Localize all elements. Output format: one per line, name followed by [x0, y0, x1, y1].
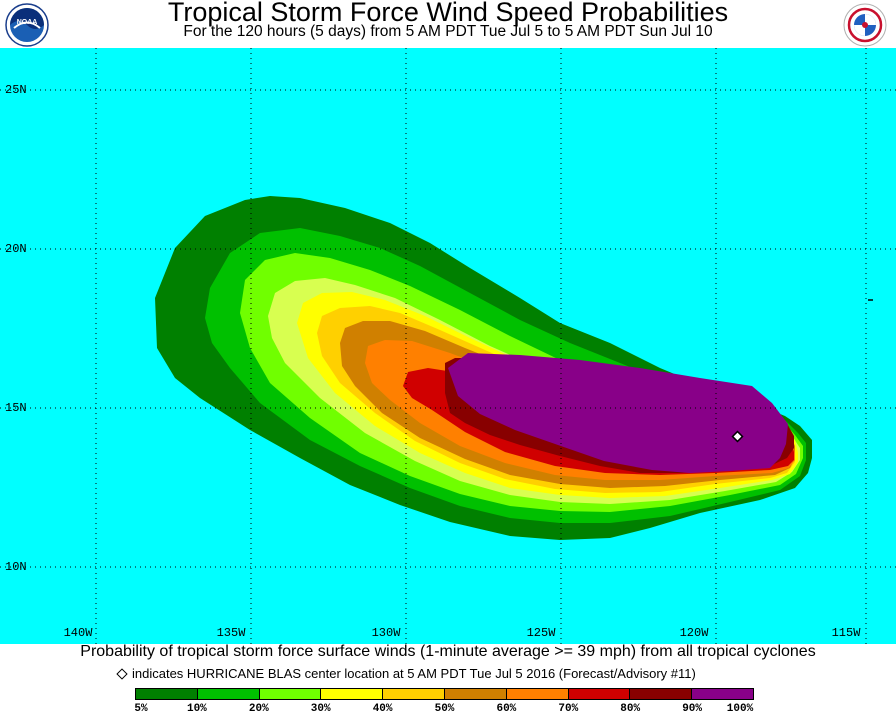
lon-label-120w: 120W — [679, 626, 709, 640]
lon-label-140w: 140W — [63, 626, 93, 640]
chart-title: Tropical Storm Force Wind Speed Probabil… — [167, 0, 729, 27]
legend-swatch-5 — [383, 689, 445, 699]
storm-marker-caption-text: indicates HURRICANE BLAS center location… — [132, 666, 696, 681]
lon-label-130w: 130W — [371, 626, 401, 640]
legend-swatch-2 — [197, 689, 260, 699]
probability-legend — [135, 688, 754, 700]
probability-contours — [155, 196, 812, 540]
lon-label-125w: 125W — [526, 626, 556, 640]
legend-label: 60% — [496, 703, 517, 715]
contour-100pct — [448, 353, 788, 473]
legend-label: 5% — [134, 703, 148, 715]
lat-label-20n: 20N — [5, 242, 27, 256]
legend-swatch-6 — [444, 689, 507, 699]
legend-label: 70% — [558, 703, 579, 715]
legend-swatch-3 — [259, 689, 322, 699]
legend-label: 100% — [726, 703, 754, 715]
legend-swatch-8 — [568, 689, 631, 699]
legend-label: 30% — [310, 703, 331, 715]
legend-label: 90% — [682, 703, 702, 715]
legend-label: 80% — [620, 703, 641, 715]
probability-caption: Probability of tropical storm force surf… — [80, 643, 816, 660]
legend-label: 10% — [186, 703, 207, 715]
legend-label: 40% — [372, 703, 393, 715]
svg-text:NOAA: NOAA — [17, 19, 38, 26]
chart-subtitle: For the 120 hours (5 days) from 5 AM PDT… — [183, 23, 713, 40]
noaa-logo: NOAA — [5, 3, 49, 47]
lat-label-10n: 10N — [5, 560, 27, 574]
national-weather-service-logo — [843, 3, 887, 47]
legend-swatch-1 — [136, 689, 198, 699]
legend-label: 50% — [434, 703, 455, 715]
diamond-icon — [116, 668, 128, 680]
probability-map — [0, 48, 896, 644]
legend-swatch-7 — [506, 689, 569, 699]
legend-swatch-9 — [630, 689, 693, 699]
lon-label-135w: 135W — [216, 626, 246, 640]
lat-label-15n: 15N — [5, 401, 27, 415]
lon-label-115w: 115W — [831, 626, 861, 640]
storm-marker-caption: indicates HURRICANE BLAS center location… — [116, 666, 696, 682]
lat-label-25n: 25N — [5, 83, 27, 97]
legend-swatch-10 — [692, 689, 753, 699]
legend-label: 20% — [248, 703, 269, 715]
legend-swatch-4 — [321, 689, 384, 699]
storm-center-marker — [731, 430, 744, 443]
